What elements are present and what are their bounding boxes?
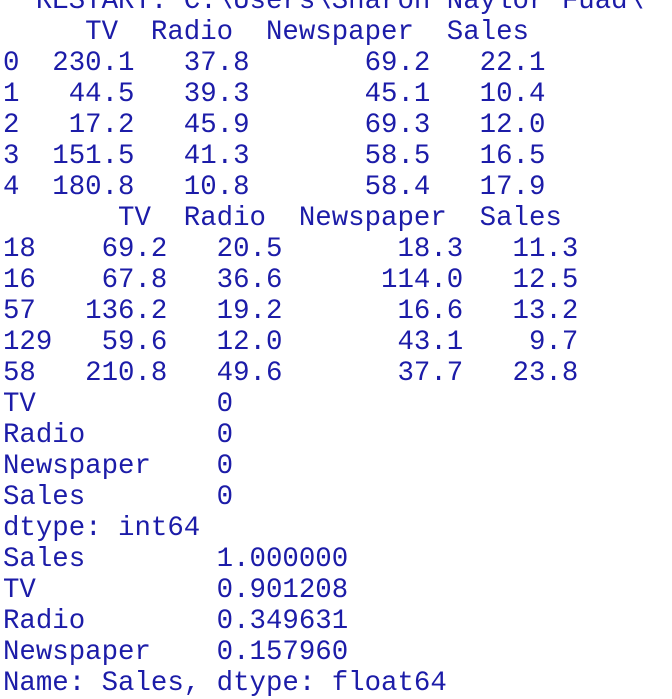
- head-table-row: 3 151.5 41.3 58.5 16.5: [3, 141, 546, 172]
- null-count-dtype: dtype: int64: [3, 513, 201, 544]
- sample-table-row: 18 69.2 20.5 18.3 11.3: [3, 234, 579, 265]
- null-count-row: Sales 0: [3, 482, 234, 513]
- sample-table-row: 57 136.2 19.2 16.6 13.2: [3, 296, 579, 327]
- null-count-row: TV 0: [3, 389, 234, 420]
- null-count-row: Newspaper 0: [3, 451, 234, 482]
- restart-line: RESTART: C:\Users\Sharon Naylor Fuad\: [3, 0, 645, 17]
- head-table-row: 2 17.2 45.9 69.3 12.0: [3, 110, 546, 141]
- null-count-row: Radio 0: [3, 420, 234, 451]
- sample-table-row: 129 59.6 12.0 43.1 9.7: [3, 327, 579, 358]
- head-table-header: TV Radio Newspaper Sales: [3, 17, 529, 48]
- head-table-row: 1 44.5 39.3 45.1 10.4: [3, 79, 546, 110]
- sample-table-header: TV Radio Newspaper Sales: [3, 203, 562, 234]
- sample-table-row: 58 210.8 49.6 37.7 23.8: [3, 358, 579, 389]
- correlation-row: Sales 1.000000: [3, 544, 349, 575]
- correlation-row: Radio 0.349631: [3, 606, 349, 637]
- correlation-dtype: Name: Sales, dtype: float64: [3, 668, 447, 699]
- correlation-row: TV 0.901208: [3, 575, 349, 606]
- sample-table-row: 16 67.8 36.6 114.0 12.5: [3, 265, 579, 296]
- head-table-row: 0 230.1 37.8 69.2 22.1: [3, 48, 546, 79]
- head-table-row: 4 180.8 10.8 58.4 17.9: [3, 172, 546, 203]
- correlation-row: Newspaper 0.157960: [3, 637, 349, 668]
